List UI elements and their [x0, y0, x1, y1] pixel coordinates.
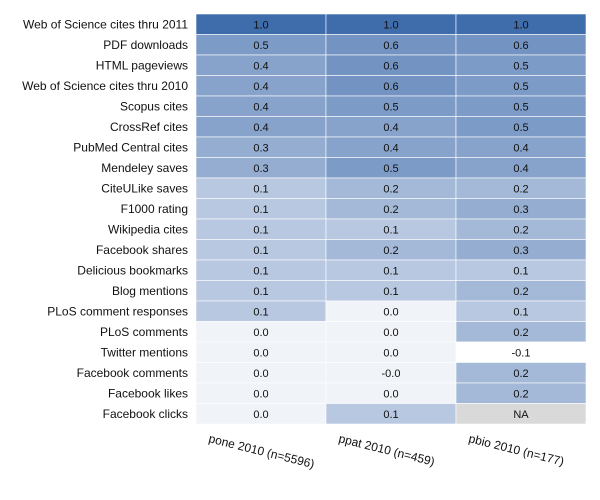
- cell-value-label: 0.2: [513, 327, 528, 339]
- cell-value-label: 0.1: [253, 306, 268, 318]
- cell-value-label: 1.0: [383, 19, 398, 31]
- cell-value-label: 1.0: [253, 19, 268, 31]
- cell-value-label: 0.4: [253, 101, 268, 113]
- column-label: pone 2010 (n=5596): [207, 431, 316, 471]
- cell-value-label: 0.5: [513, 60, 528, 72]
- row-label: Wikipedia cites: [108, 222, 188, 236]
- cell-value-label: 0.5: [253, 40, 268, 52]
- row-label: CiteULike saves: [101, 181, 188, 195]
- cell-value-label: 0.2: [513, 388, 528, 400]
- row-label: Blog mentions: [112, 284, 188, 298]
- cell-value-label: 0.1: [383, 265, 398, 277]
- cell-value-label: 0.4: [513, 142, 528, 154]
- column-labels: pone 2010 (n=5596) ppat 2010 (n=459) pbio …: [207, 431, 565, 471]
- cell-value-label: 0.5: [513, 81, 528, 93]
- column-label: pbio 2010 (n=177): [467, 431, 565, 468]
- cell-value-label: 0.1: [253, 183, 268, 195]
- cell-value-label: 0.6: [513, 40, 528, 52]
- cell-value-label: 0.2: [383, 204, 398, 216]
- cell-value-label: 0.1: [513, 265, 528, 277]
- row-label: Mendeley saves: [101, 161, 188, 175]
- column-label: ppat 2010 (n=459): [337, 431, 436, 468]
- cell-value-label: 0.6: [383, 60, 398, 72]
- row-label: Facebook shares: [96, 243, 188, 257]
- row-label: Web of Science cites thru 2010: [22, 79, 188, 93]
- cell-value-label: 0.5: [513, 101, 528, 113]
- cell-value-label: 0.0: [383, 306, 398, 318]
- cell-value-label: 0.1: [253, 286, 268, 298]
- cell-value-label: 0.4: [253, 60, 268, 72]
- row-label: CrossRef cites: [110, 120, 188, 134]
- row-label: PLoS comments: [100, 325, 188, 339]
- cell-value-label: 0.5: [513, 122, 528, 134]
- cell-value-label: 0.2: [383, 245, 398, 257]
- row-label: Scopus cites: [120, 99, 188, 113]
- cell-value-label: 0.1: [253, 224, 268, 236]
- row-label: F1000 rating: [121, 202, 188, 216]
- cell-value-label: 0.3: [513, 204, 528, 216]
- cell-value-label: 0.3: [253, 163, 268, 175]
- row-label: Facebook likes: [108, 386, 188, 400]
- row-label: PubMed Central cites: [73, 140, 188, 154]
- cell-value-label: 0.6: [383, 81, 398, 93]
- cell-value-label: 0.0: [253, 368, 268, 380]
- cell-value-label: 0.5: [383, 101, 398, 113]
- cell-value-label: NA: [513, 409, 529, 421]
- cell-value-label: 0.1: [253, 204, 268, 216]
- cell-value-label: 0.1: [383, 224, 398, 236]
- row-label: PDF downloads: [103, 38, 188, 52]
- cell-value-label: 0.4: [383, 142, 398, 154]
- heatmap-cell: [455, 403, 587, 425]
- cell-value-label: 0.1: [253, 245, 268, 257]
- row-label: Delicious bookmarks: [77, 263, 188, 277]
- row-labels: Web of Science cites thru 2011 PDF downlo…: [22, 17, 188, 421]
- cell-value-label: 0.2: [513, 224, 528, 236]
- cell-value-label: 0.3: [513, 245, 528, 257]
- heatmap-cells: 1.0 1.0 1.0 0.5 0.6 0.6 0.4 0.6 0.5 0.4 0.6 0.5 0.4 0…: [195, 13, 587, 425]
- cell-value-label: 0.4: [513, 163, 528, 175]
- cell-value-label: 0.2: [513, 183, 528, 195]
- cell-value-label: 0.1: [383, 409, 398, 421]
- cell-value-label: 0.6: [383, 40, 398, 52]
- row-label: PLoS comment responses: [47, 304, 188, 318]
- row-label: HTML pageviews: [96, 58, 188, 72]
- cell-value-label: 0.0: [383, 388, 398, 400]
- cell-value-label: 0.4: [253, 122, 268, 134]
- cell-value-label: 0.0: [383, 327, 398, 339]
- cell-value-label: -0.0: [382, 368, 401, 380]
- cell-value-label: 0.1: [513, 306, 528, 318]
- row-label: Facebook comments: [77, 366, 188, 380]
- row-label: Twitter mentions: [101, 345, 188, 359]
- cell-value-label: 0.0: [253, 327, 268, 339]
- cell-value-label: 0.2: [513, 286, 528, 298]
- cell-value-label: 0.4: [383, 122, 398, 134]
- cell-value-label: 0.1: [383, 286, 398, 298]
- cell-value-label: 0.4: [253, 81, 268, 93]
- cell-value-label: 0.1: [253, 265, 268, 277]
- cell-value-label: 0.5: [383, 163, 398, 175]
- cell-value-label: 0.3: [253, 142, 268, 154]
- cell-value-label: 0.0: [253, 347, 268, 359]
- cell-value-label: 0.0: [383, 347, 398, 359]
- cell-value-label: 0.2: [383, 183, 398, 195]
- cell-value-label: -0.1: [512, 347, 531, 359]
- row-label: Facebook clicks: [103, 407, 188, 421]
- row-label: Web of Science cites thru 2011: [23, 17, 188, 31]
- cell-value-label: 0.0: [253, 409, 268, 421]
- cell-value-label: 0.0: [253, 388, 268, 400]
- cell-value-label: 0.2: [513, 368, 528, 380]
- cell-value-label: 1.0: [513, 19, 528, 31]
